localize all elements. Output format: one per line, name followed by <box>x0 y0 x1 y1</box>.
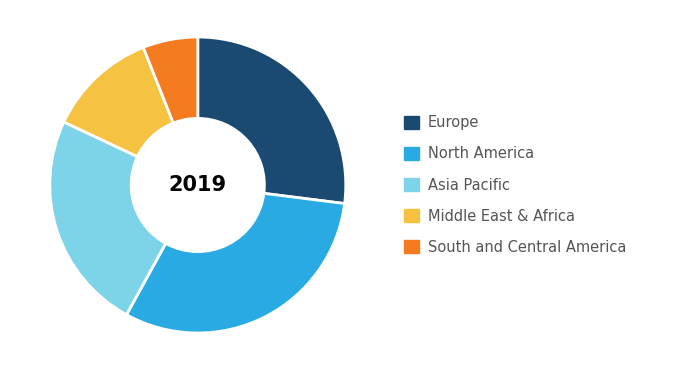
Wedge shape <box>198 37 346 204</box>
Wedge shape <box>143 37 198 123</box>
Wedge shape <box>64 47 173 157</box>
Wedge shape <box>50 122 166 315</box>
Wedge shape <box>126 194 344 333</box>
Text: 2019: 2019 <box>168 175 227 195</box>
Legend: Europe, North America, Asia Pacific, Middle East & Africa, South and Central Ame: Europe, North America, Asia Pacific, Mid… <box>404 115 626 255</box>
